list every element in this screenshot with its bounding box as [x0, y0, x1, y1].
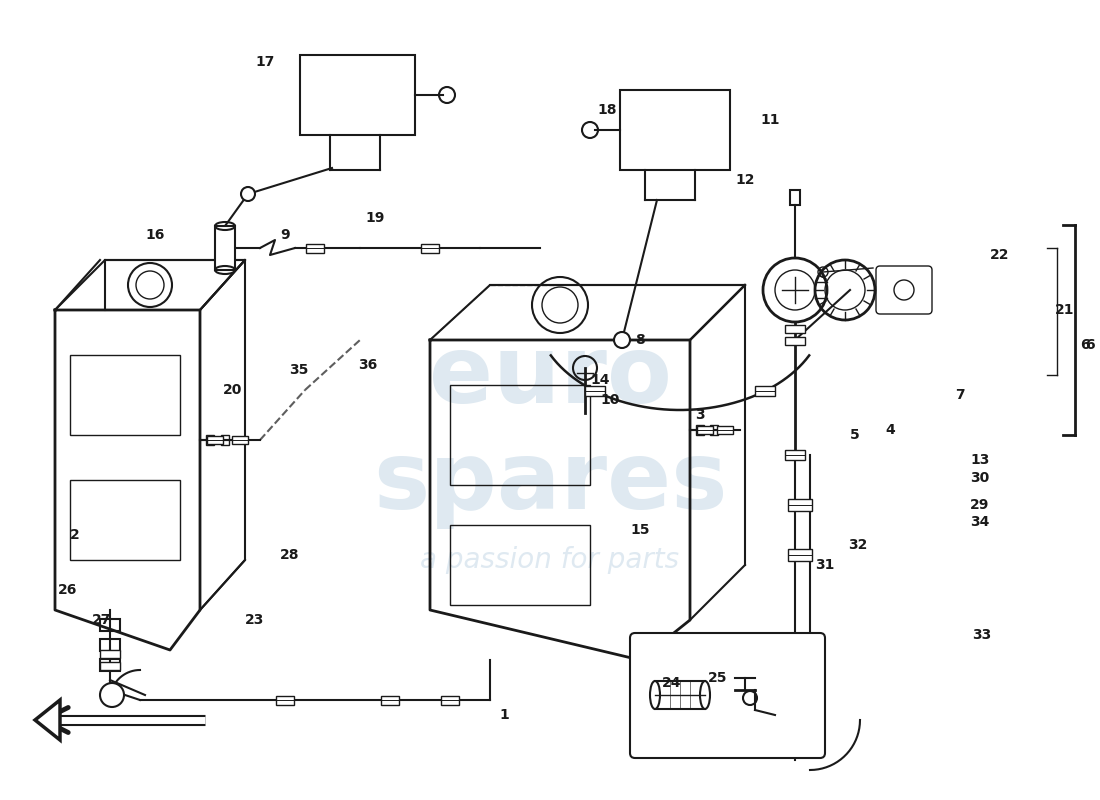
Bar [221, 435, 229, 445]
Bar [710, 425, 718, 435]
Text: 8: 8 [635, 333, 645, 347]
Ellipse shape [650, 681, 660, 709]
Bar [306, 244, 324, 253]
Text: 28: 28 [280, 548, 299, 562]
Circle shape [241, 187, 255, 201]
Text: 26: 26 [58, 583, 78, 597]
Text: 5: 5 [850, 428, 860, 442]
Text: 24: 24 [662, 676, 682, 690]
Text: 7: 7 [955, 388, 965, 402]
Text: 1: 1 [499, 708, 509, 722]
Bar [450, 385, 590, 485]
Text: 31: 31 [815, 558, 835, 572]
Text: 25: 25 [708, 671, 728, 685]
Bar [785, 325, 805, 333]
Text: 11: 11 [760, 113, 780, 127]
Bar [276, 696, 294, 705]
Bar [300, 55, 415, 135]
Text: 9: 9 [280, 228, 289, 242]
Text: 14: 14 [591, 373, 609, 387]
Text: 30: 30 [970, 471, 990, 485]
Bar [207, 436, 223, 444]
Bar [790, 190, 800, 205]
Text: 17: 17 [255, 55, 275, 69]
Text: 18: 18 [597, 103, 617, 117]
Bar [441, 696, 459, 705]
Text: 33: 33 [972, 628, 991, 642]
Text: 16: 16 [145, 228, 165, 242]
Text: 29: 29 [970, 498, 990, 512]
Bar [70, 480, 180, 560]
Bar [421, 244, 439, 253]
Text: 34: 34 [970, 515, 990, 529]
Bar [788, 549, 812, 561]
Bar [100, 662, 120, 670]
Bar [100, 650, 120, 658]
Text: 32: 32 [848, 538, 868, 552]
Circle shape [614, 332, 630, 348]
Bar [717, 426, 733, 434]
Bar [696, 425, 704, 435]
Text: a passion for parts: a passion for parts [420, 546, 680, 574]
Bar [788, 499, 812, 511]
Circle shape [100, 683, 124, 707]
Text: 13: 13 [970, 453, 990, 467]
Bar [697, 426, 713, 434]
Text: 4: 4 [886, 423, 895, 437]
Bar [214, 226, 235, 270]
FancyBboxPatch shape [630, 633, 825, 758]
Text: 27: 27 [92, 613, 112, 627]
Bar [785, 337, 805, 345]
Bar [585, 386, 605, 396]
Bar [232, 436, 248, 444]
Text: 6: 6 [1080, 338, 1090, 352]
Bar [756, 386, 775, 396]
Text: 22: 22 [990, 248, 1010, 262]
Bar [450, 525, 590, 605]
Text: 6: 6 [1086, 338, 1094, 352]
Text: euro
spares: euro spares [373, 331, 727, 530]
Text: 15: 15 [630, 523, 650, 537]
Bar [100, 619, 120, 631]
Text: 36: 36 [359, 358, 377, 372]
Bar [654, 681, 705, 709]
Text: 19: 19 [365, 211, 385, 225]
Bar [785, 450, 805, 460]
Text: 10: 10 [601, 393, 619, 407]
Text: 23: 23 [245, 613, 265, 627]
Bar [70, 355, 180, 435]
Bar [206, 435, 214, 445]
Text: 35: 35 [289, 363, 309, 377]
Text: 3: 3 [695, 408, 705, 422]
Bar [100, 639, 120, 651]
Text: 12: 12 [735, 173, 755, 187]
Bar [100, 659, 120, 671]
Ellipse shape [700, 681, 710, 709]
Polygon shape [35, 700, 60, 740]
Bar [620, 90, 730, 170]
Text: 21: 21 [1055, 303, 1075, 317]
Bar [381, 696, 399, 705]
Text: 20: 20 [223, 383, 243, 397]
Text: 2: 2 [70, 528, 80, 542]
